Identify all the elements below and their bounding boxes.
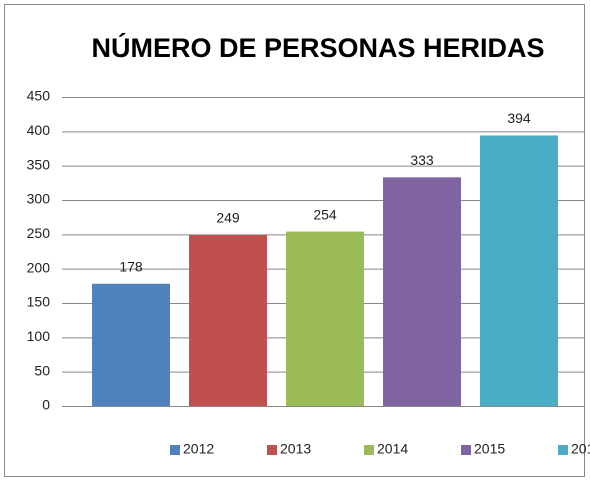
chart-title: NÚMERO DE PERSONAS HERIDAS bbox=[91, 32, 544, 63]
legend-swatch bbox=[558, 445, 568, 455]
legend-label: 2016 bbox=[571, 441, 590, 457]
y-tick-label: 400 bbox=[27, 122, 51, 138]
legend-label: 2013 bbox=[280, 441, 311, 457]
bar bbox=[189, 235, 267, 406]
y-tick-label: 0 bbox=[42, 397, 50, 413]
bar bbox=[92, 283, 170, 406]
legend-swatch bbox=[461, 445, 471, 455]
bar bbox=[383, 177, 461, 406]
legend-label: 2014 bbox=[377, 441, 408, 457]
y-tick-label: 450 bbox=[27, 88, 51, 104]
data-label: 254 bbox=[313, 206, 337, 222]
legend-label: 2015 bbox=[474, 441, 505, 457]
bar bbox=[286, 231, 364, 406]
bar bbox=[480, 135, 558, 406]
legend-swatch bbox=[267, 445, 277, 455]
y-tick-label: 350 bbox=[27, 156, 51, 172]
y-tick-label: 150 bbox=[27, 294, 51, 310]
y-tick-label: 250 bbox=[27, 225, 51, 241]
y-tick-label: 50 bbox=[34, 362, 50, 378]
y-tick-label: 300 bbox=[27, 191, 51, 207]
data-label: 249 bbox=[216, 210, 240, 226]
data-label: 394 bbox=[507, 110, 531, 126]
y-tick-label: 100 bbox=[27, 328, 51, 344]
data-label: 333 bbox=[410, 152, 434, 168]
legend-label: 2012 bbox=[183, 441, 214, 457]
y-tick-label: 200 bbox=[27, 259, 51, 275]
data-label: 178 bbox=[119, 258, 143, 274]
legend-swatch bbox=[170, 445, 180, 455]
legend-swatch bbox=[364, 445, 374, 455]
